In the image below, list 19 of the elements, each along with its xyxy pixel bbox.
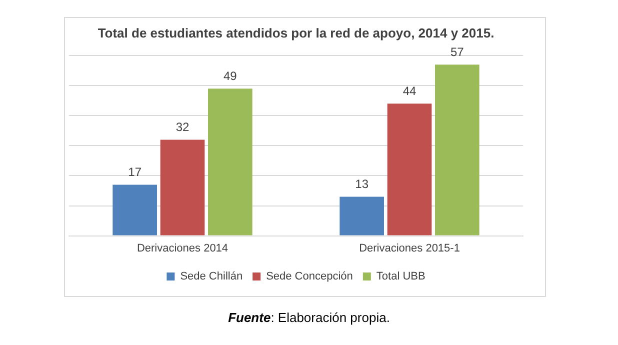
data-label: 57 [450,44,464,59]
x-tick-label: Derivaciones 2014 [136,242,228,254]
data-label: 49 [223,68,238,83]
bar [112,184,157,236]
bar [387,104,432,236]
data-label: 44 [402,84,416,98]
bar [435,64,480,236]
data-label: 13 [355,177,369,192]
data-label: 32 [176,120,190,134]
bar [160,140,205,236]
bar [208,88,252,236]
bar [340,196,384,236]
legend-label: Total UBB [376,270,426,283]
x-tick-label: Derivaciones 2015-1 [359,242,460,254]
legend-label: Sede Concepción [266,270,353,283]
data-label: 17 [128,165,142,180]
source-note: Fuente: Elaboración propia. [227,310,391,325]
legend-label: Sede Chillán [180,270,243,283]
chart-title: Total de estudiantes atendidos por la red de apoyo, 2014 y 2015. [98,25,494,40]
